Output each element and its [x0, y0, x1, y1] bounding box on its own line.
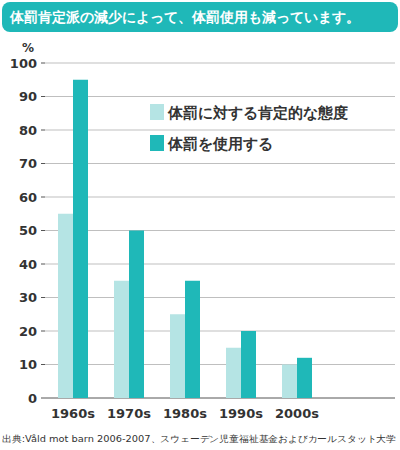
- grid-line: [45, 230, 395, 231]
- y-tick: [41, 96, 45, 97]
- y-tick: [41, 63, 45, 64]
- y-tick-label: 50: [19, 223, 37, 238]
- x-tick-label: 1990s: [219, 406, 263, 421]
- bar: [241, 331, 256, 398]
- chart-svg: 体罰肯定派の減少によって、体罰使用も減っています。% 0 10 20 30 40 50 60 7…: [0, 0, 400, 450]
- y-tick: [41, 297, 45, 298]
- y-tick: [41, 230, 45, 231]
- y-tick: [41, 331, 45, 332]
- bar: [282, 365, 297, 399]
- y-tick: [41, 163, 45, 164]
- y-tick-label: 0: [28, 391, 37, 406]
- y-tick-label: 90: [19, 89, 37, 104]
- y-tick-label: 80: [19, 123, 37, 138]
- bar: [170, 314, 185, 398]
- chart-container: 体罰肯定派の減少によって、体罰使用も減っています。% 0 10 20 30 40 50 60 7…: [0, 0, 400, 450]
- bars: [58, 80, 312, 398]
- bar: [297, 358, 312, 398]
- bar: [129, 231, 144, 399]
- y-tick-label: 60: [19, 190, 37, 205]
- y-tick-label: 70: [19, 156, 37, 171]
- y-tick-label: 100: [10, 56, 37, 71]
- y-tick-label: 10: [19, 357, 37, 372]
- grid-line: [45, 163, 395, 164]
- title: 体罰肯定派の減少によって、体罰使用も減っています。: [9, 9, 360, 25]
- grid-line: [45, 331, 395, 332]
- legend-label: 体罰に対する肯定的な態度: [167, 104, 348, 122]
- bar: [226, 348, 241, 398]
- y-axis-label: %: [22, 41, 34, 55]
- legend-label: 体罰を使用する: [167, 135, 273, 153]
- grid-line: [45, 364, 395, 365]
- bar: [58, 214, 73, 398]
- legend-swatch: [150, 135, 164, 151]
- y-tick: [41, 197, 45, 198]
- x-tick-label: 1960s: [51, 406, 95, 421]
- grid-line: [45, 398, 395, 399]
- grid-line: [45, 96, 395, 97]
- grid-line: [45, 264, 395, 265]
- y-tick: [41, 130, 45, 131]
- x-tick-label: 1980s: [163, 406, 207, 421]
- y-tick-label: 20: [19, 324, 37, 339]
- legend-swatch: [150, 104, 164, 120]
- bar: [114, 281, 129, 398]
- y-tick: [41, 264, 45, 265]
- title-banner: [2, 2, 398, 32]
- y-tick: [41, 398, 45, 399]
- source: 出典:Våld mot barn 2006-2007、スウェーデン児童福祉基金お…: [2, 434, 396, 444]
- y-tick-label: 40: [19, 257, 37, 272]
- grid-line: [45, 130, 395, 131]
- x-tick-label: 2000s: [275, 406, 319, 421]
- y-tick-label: 30: [19, 290, 37, 305]
- grid-line: [45, 297, 395, 298]
- grid-line: [45, 63, 395, 64]
- y-tick: [41, 364, 45, 365]
- grid-line: [45, 197, 395, 198]
- bar: [185, 281, 200, 398]
- bar: [73, 80, 88, 398]
- x-tick-label: 1970s: [107, 406, 151, 421]
